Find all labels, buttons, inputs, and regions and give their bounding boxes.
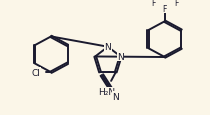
Text: F: F xyxy=(174,0,178,8)
Text: N: N xyxy=(105,43,111,52)
Text: Cl: Cl xyxy=(32,68,41,77)
Text: F: F xyxy=(163,5,167,14)
Text: H₂N: H₂N xyxy=(98,88,115,96)
Text: N: N xyxy=(117,53,124,61)
Text: F: F xyxy=(151,0,155,8)
Text: N: N xyxy=(112,92,119,101)
